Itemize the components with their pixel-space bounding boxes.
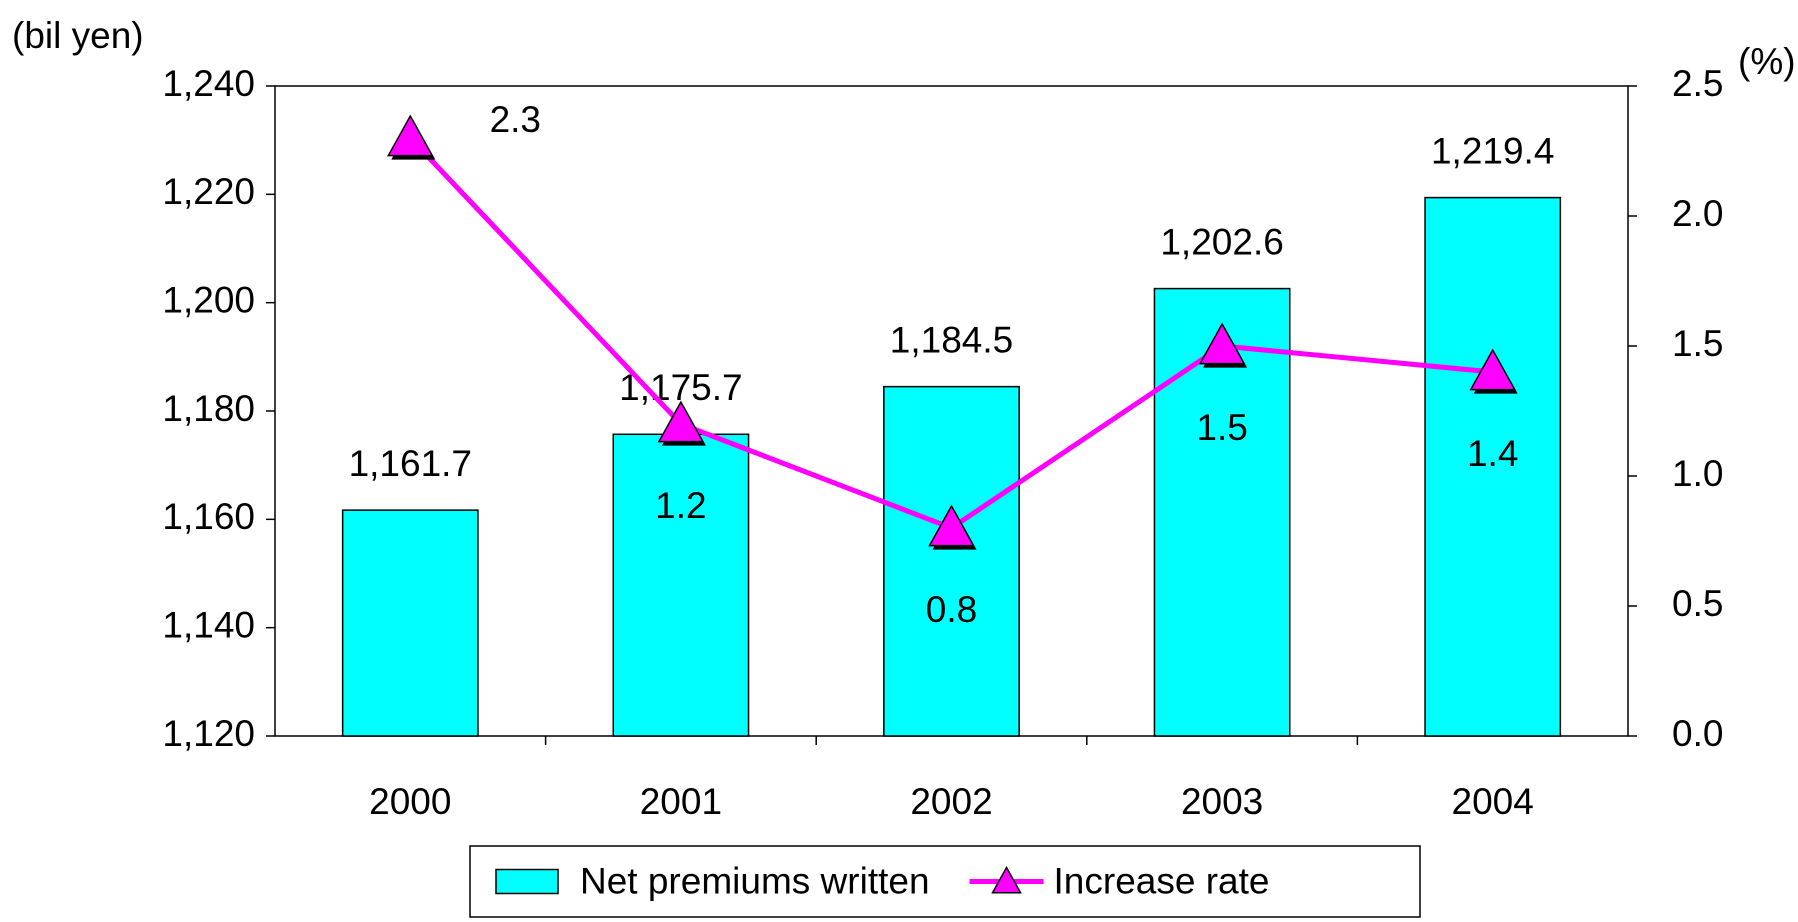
bar-value-label: 1,202.6 (1160, 221, 1283, 262)
line-marker (1469, 348, 1516, 391)
y-tick-label: 1,220 (162, 171, 255, 212)
line-marker (1198, 322, 1246, 365)
y-tick-label: 1,240 (162, 63, 255, 104)
y2-tick-label: 1.5 (1672, 323, 1723, 364)
line-value-label: 1.4 (1467, 433, 1518, 474)
x-tick-label: 2004 (1452, 781, 1534, 822)
y2-axis-label: (%) (1738, 41, 1796, 82)
bar (883, 385, 1020, 737)
y-tick-label: 1,140 (162, 604, 255, 645)
x-tick-label: 2003 (1181, 781, 1263, 822)
line-value-label: 2.3 (490, 99, 541, 140)
y2-tick-label: 0.0 (1672, 713, 1723, 754)
y-tick-label: 1,120 (162, 713, 255, 754)
legend-swatch (495, 868, 559, 895)
legend-label: Increase rate (1054, 860, 1270, 901)
x-tick-label: 2000 (369, 781, 451, 822)
bar-value-label: 1,161.7 (349, 443, 472, 484)
y2-tick-label: 0.5 (1672, 583, 1723, 624)
bar (1424, 196, 1562, 737)
line-value-label: 0.8 (926, 589, 977, 630)
line-value-label: 1.5 (1196, 407, 1247, 448)
y-tick-label: 1,200 (162, 279, 255, 320)
legend-label: Net premiums written (580, 860, 930, 901)
bar-value-label: 1,219.4 (1431, 130, 1554, 171)
y2-tick-label: 2.5 (1672, 63, 1723, 104)
line-marker (928, 504, 975, 547)
bar-value-label: 1,184.5 (890, 319, 1013, 360)
bar (341, 509, 479, 737)
y2-tick-label: 1.0 (1672, 453, 1723, 494)
x-tick-label: 2002 (910, 781, 992, 822)
legend-frame (469, 845, 1421, 918)
y-tick-label: 1,180 (162, 388, 255, 429)
x-tick-label: 2001 (640, 781, 722, 822)
line-marker (387, 114, 434, 157)
bar (612, 433, 750, 737)
legend-marker (991, 865, 1022, 894)
y-tick-label: 1,160 (162, 496, 255, 537)
y-axis-label: (bil yen) (12, 15, 144, 56)
line-value-label: 1.2 (655, 485, 706, 526)
line-marker (657, 400, 705, 443)
y2-tick-label: 2.0 (1672, 193, 1723, 234)
